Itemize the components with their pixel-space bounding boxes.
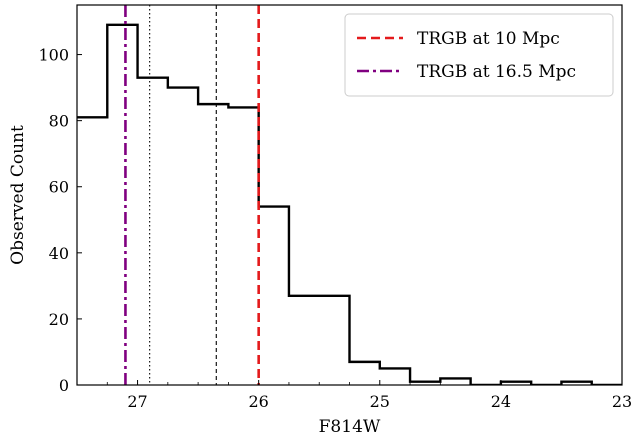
x-tick-label: 27 xyxy=(127,392,147,411)
axis-tick-labels: 27 26 25 24 23 0 20 40 60 80 100 xyxy=(38,46,632,411)
y-tick-label: 40 xyxy=(49,244,69,263)
x-tick-label: 26 xyxy=(248,392,268,411)
x-tick-label: 24 xyxy=(491,392,511,411)
legend-label-0: TRGB at 10 Mpc xyxy=(417,29,560,49)
y-tick-label: 60 xyxy=(49,178,69,197)
y-axis-label: Observed Count xyxy=(8,125,28,265)
y-tick-label: 0 xyxy=(59,376,69,395)
y-tick-label: 80 xyxy=(49,112,69,131)
x-axis-label: F814W xyxy=(319,417,381,437)
legend-label-1: TRGB at 16.5 Mpc xyxy=(417,62,576,82)
x-tick-label: 23 xyxy=(612,392,632,411)
legend-box xyxy=(344,13,614,97)
y-tick-label: 20 xyxy=(49,310,69,329)
legend: TRGB at 10 Mpc TRGB at 16.5 Mpc xyxy=(344,13,614,97)
x-tick-label: 25 xyxy=(370,392,390,411)
axis-ticks xyxy=(77,54,623,386)
y-tick-label: 100 xyxy=(38,46,69,65)
